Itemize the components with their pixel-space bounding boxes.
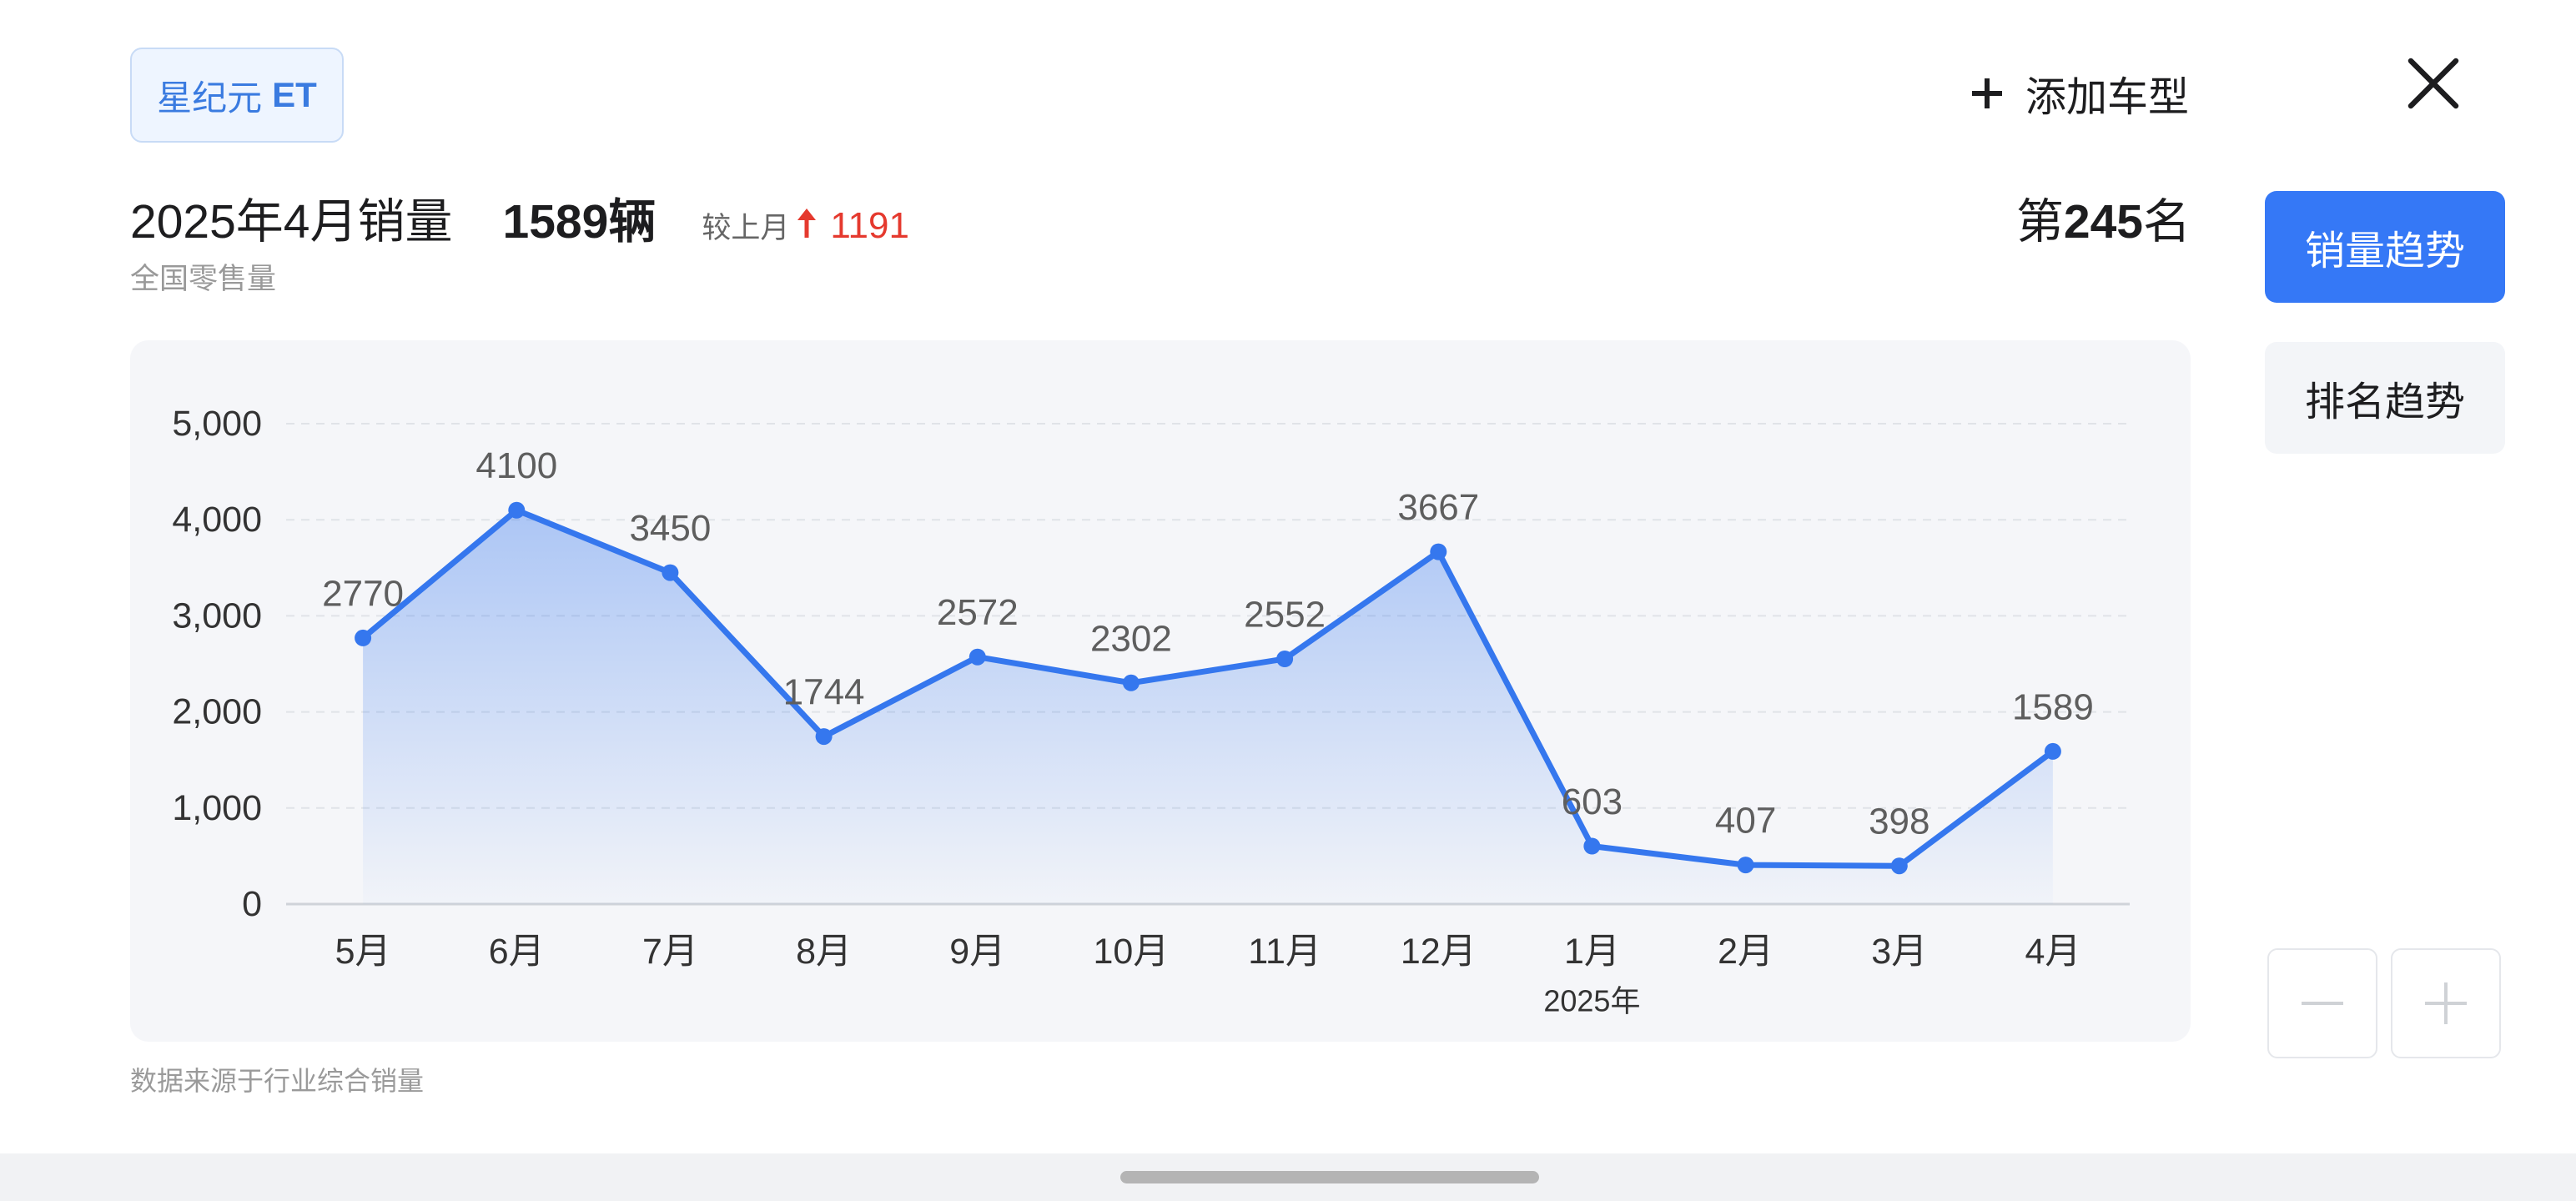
- data-label: 398: [1869, 802, 1929, 842]
- rank-value: 245: [2063, 195, 2143, 249]
- sales-volume: 1589辆: [503, 190, 657, 254]
- data-point: [1276, 651, 1294, 667]
- x-tick-label: 8月: [796, 932, 852, 972]
- data-label: 2552: [1244, 595, 1326, 636]
- sales-value: 1589: [502, 195, 609, 249]
- data-point: [1430, 543, 1447, 560]
- point-layer: [355, 501, 2061, 875]
- plus-icon: [1972, 78, 2002, 108]
- area-layer: [363, 510, 2053, 904]
- y-tick-label: 4,000: [172, 500, 262, 540]
- x-tick-label: 12月: [1401, 932, 1477, 972]
- y-tick-label: 5,000: [172, 404, 262, 444]
- x-tick-label: 2月: [1718, 932, 1774, 972]
- model-chip[interactable]: 星纪元 ET: [130, 48, 344, 143]
- arrow-up-icon: [797, 209, 817, 238]
- home-indicator[interactable]: [1120, 1171, 1539, 1183]
- data-label: 3667: [1397, 487, 1479, 528]
- zoom-in-button[interactable]: [2391, 948, 2501, 1058]
- tab-rank-trend[interactable]: 排名趋势: [2265, 342, 2505, 454]
- y-tick-label: 1,000: [172, 788, 262, 828]
- model-chip-model: ET: [272, 75, 317, 114]
- x-tick-label: 4月: [2025, 932, 2080, 972]
- line-layer: [360, 507, 2056, 869]
- x-tick-label: 7月: [642, 932, 698, 972]
- y-tick-label: 2,000: [172, 692, 262, 732]
- label-layer: 2770 4100 3450 1744 2572 2302 2552 3667 603 407 39…: [322, 445, 2094, 842]
- rank-prefix: 第: [2015, 195, 2064, 249]
- x-tick-label: 3月: [1871, 932, 1927, 972]
- x-tick-label: 1月: [1564, 932, 1620, 972]
- x-tick-label: 9月: [949, 932, 1005, 972]
- data-point: [2044, 742, 2061, 760]
- y-tick-label: 0: [242, 884, 262, 924]
- close-button[interactable]: [2407, 58, 2459, 109]
- data-label: 2302: [1090, 618, 1172, 659]
- data-label: 407: [1715, 801, 1776, 842]
- close-icon: [2407, 58, 2459, 109]
- data-point: [1122, 674, 1140, 691]
- data-point: [1890, 857, 1908, 875]
- data-label: 3450: [629, 508, 711, 549]
- sales-trend-chart: 2770 4100 3450 1744 2572 2302 2552 3667 603 407 39…: [130, 340, 2191, 1042]
- change-value: 1191: [830, 205, 909, 246]
- rank-suffix: 名: [2143, 195, 2191, 249]
- x-tick-label: 10月: [1093, 932, 1169, 972]
- minus-icon: [2302, 1002, 2343, 1005]
- data-point: [969, 648, 986, 666]
- data-label: 603: [1562, 781, 1623, 822]
- y-tick-label: 3,000: [172, 595, 262, 636]
- data-point: [815, 728, 833, 746]
- data-label: 2770: [322, 573, 404, 614]
- x-tick-year-label: 2025年: [1543, 984, 1640, 1018]
- scope-label: 全国零售量: [130, 263, 277, 295]
- source-note: 数据来源于行业综合销量: [130, 1066, 425, 1096]
- tab-sales-trend[interactable]: 销量趋势: [2265, 191, 2505, 303]
- period-sales-label: 2025年4月销量: [130, 195, 453, 249]
- data-label: 1744: [783, 672, 865, 713]
- axis-layer: 0 1,000 2,000 3,000 4,000 5,000 5月 6月 7月 8月 9月 10月 1…: [172, 404, 2080, 1018]
- data-label: 1589: [2012, 686, 2094, 727]
- line-chart: 2770 4100 3450 1744 2572 2302 2552 3667 603 407 39…: [172, 404, 2130, 1018]
- rank-summary: 第 245 名: [2016, 190, 2191, 257]
- data-point: [508, 501, 526, 519]
- sales-summary: 2025年4月销量 1589辆 较上月 1191: [130, 190, 909, 257]
- data-point: [1583, 837, 1601, 855]
- data-point: [355, 629, 372, 646]
- data-point: [1737, 857, 1754, 874]
- x-tick-label: 11月: [1248, 932, 1321, 972]
- series-area: [363, 510, 2053, 904]
- series-line: [360, 507, 2056, 869]
- x-tick-label: 6月: [489, 932, 545, 972]
- zoom-out-button[interactable]: [2267, 948, 2377, 1058]
- data-label: 4100: [475, 445, 557, 486]
- compare-label: 较上月: [702, 212, 790, 244]
- data-label: 2572: [937, 592, 1019, 633]
- add-model-button[interactable]: 添加车型: [1970, 68, 2189, 120]
- add-model-label: 添加车型: [2025, 74, 2190, 120]
- x-tick-label: 5月: [335, 932, 391, 972]
- model-chip-brand: 星纪元: [157, 78, 263, 118]
- sales-unit: 辆: [608, 195, 657, 249]
- data-point: [662, 564, 679, 581]
- plus-icon: [2425, 982, 2467, 1024]
